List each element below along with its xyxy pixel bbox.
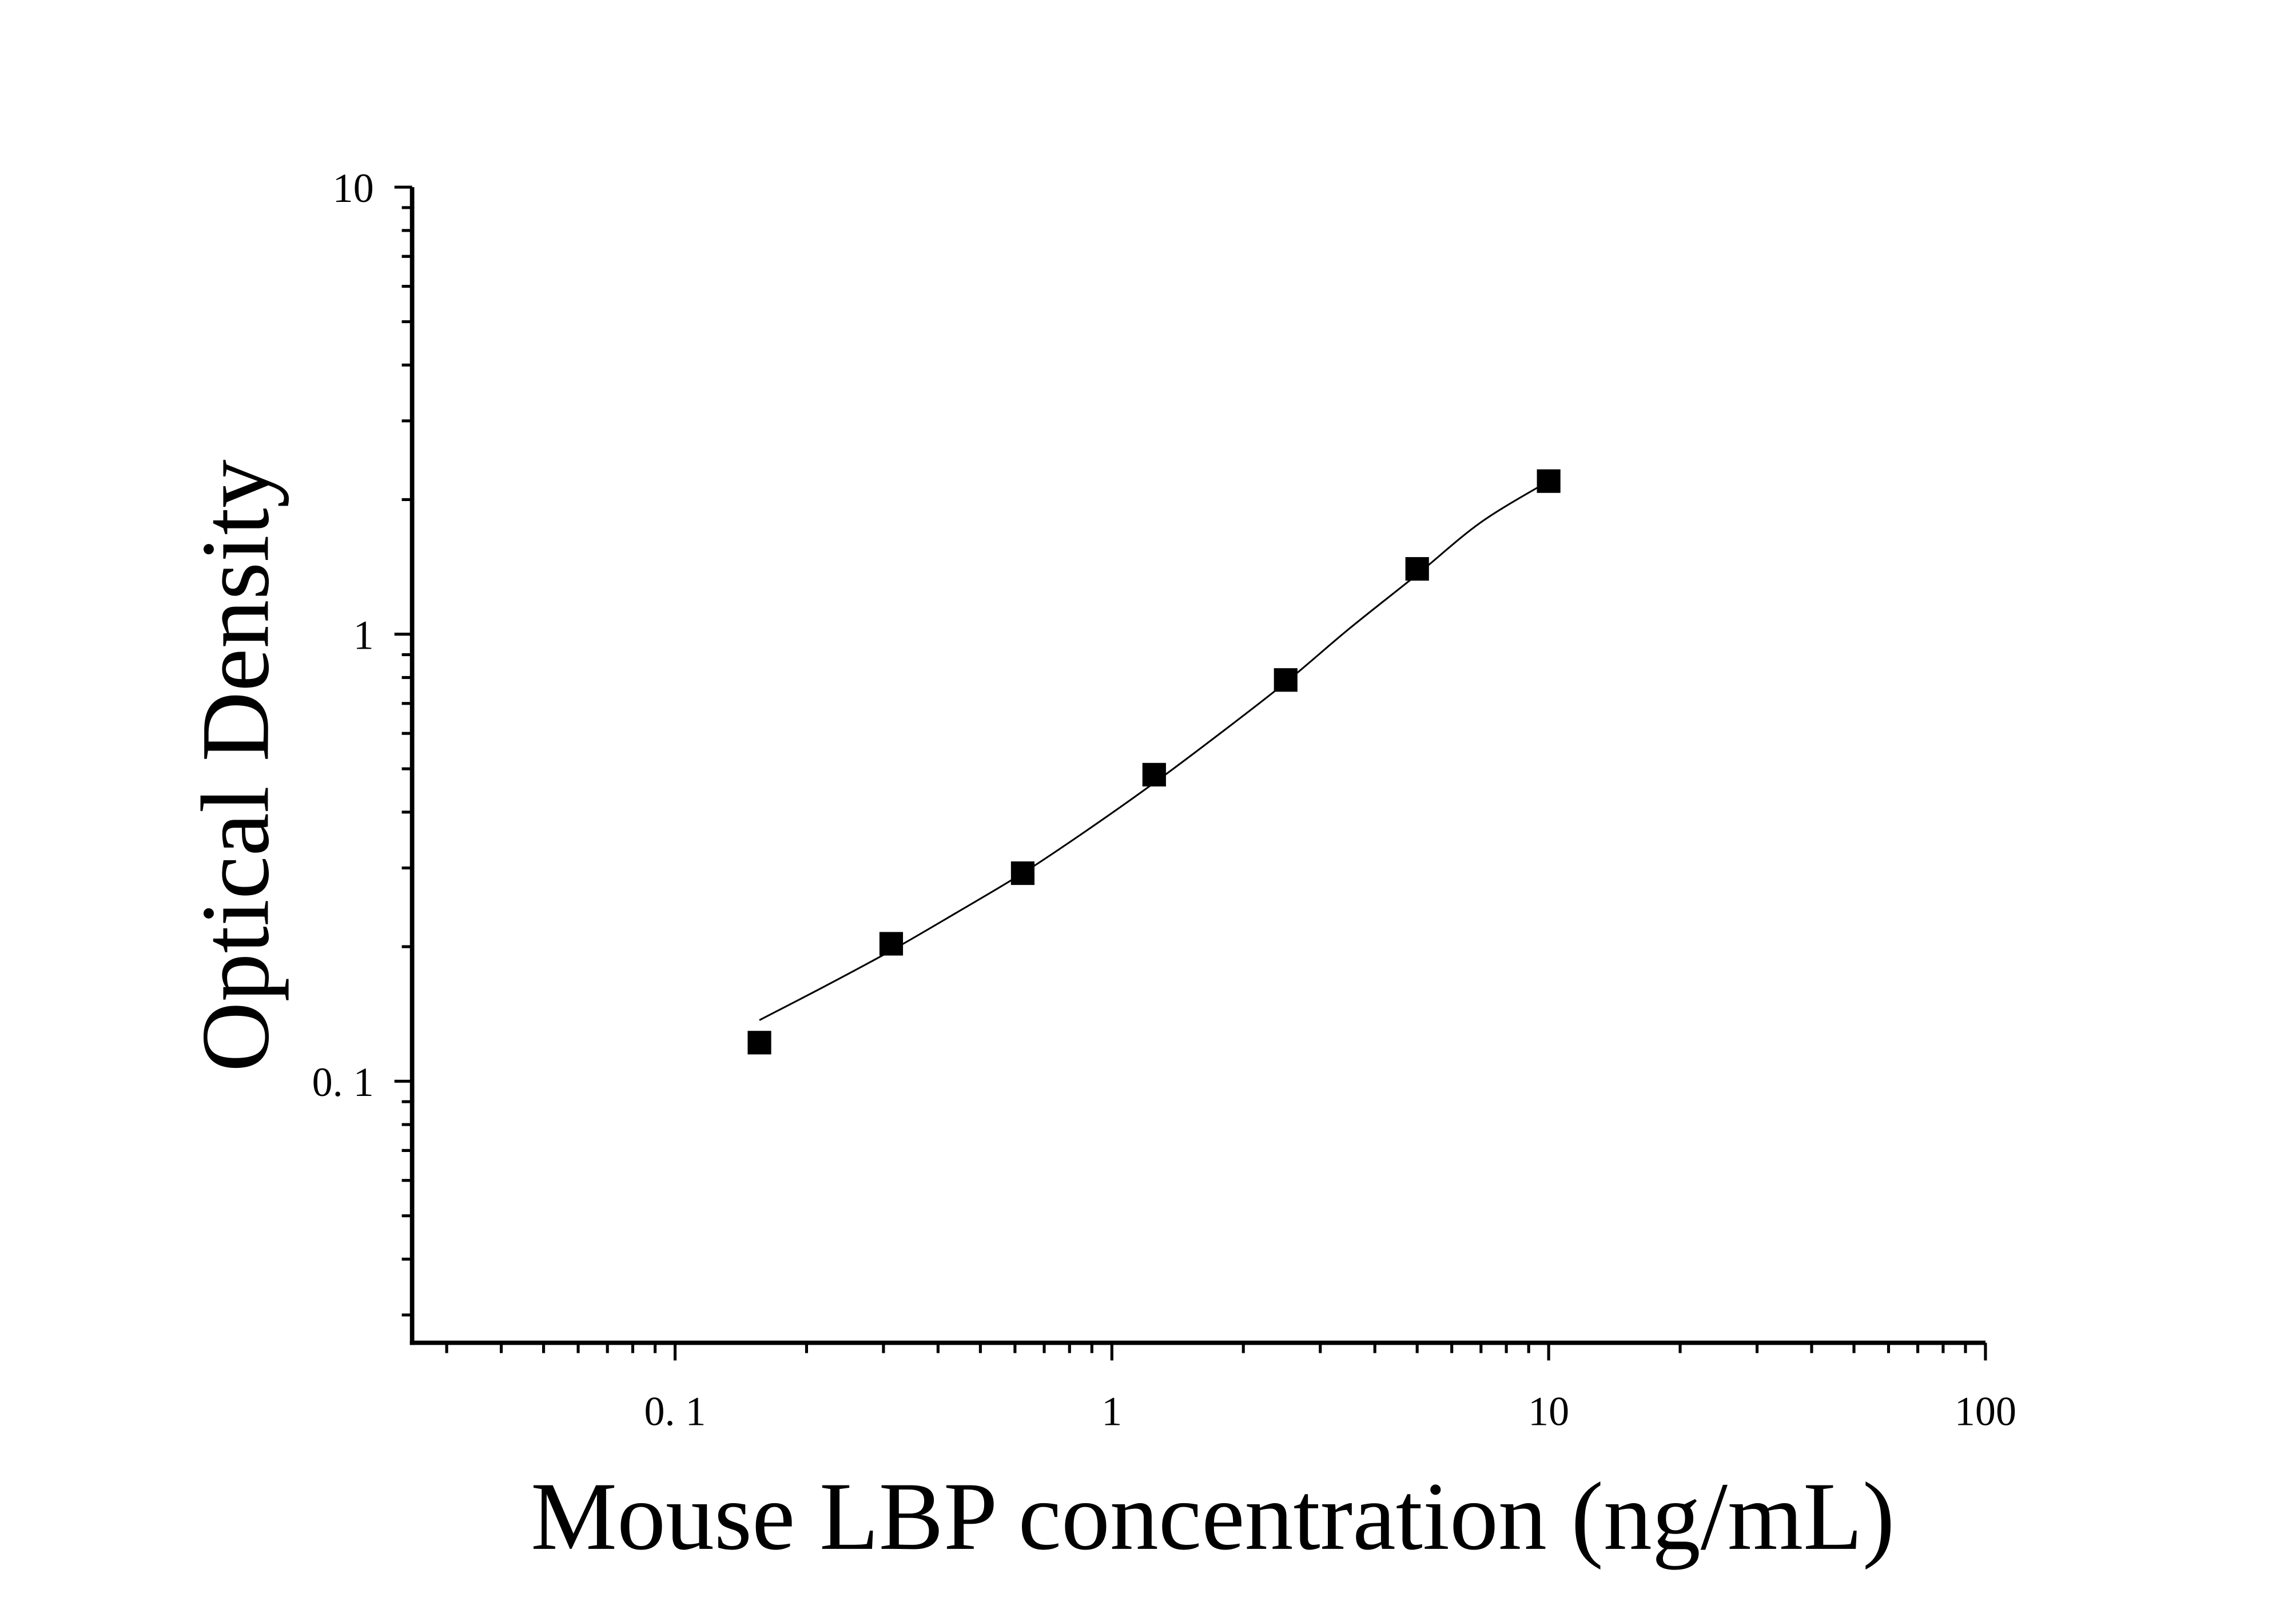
data-point [1142,762,1166,786]
data-point [1274,668,1298,692]
marks [747,469,1561,1055]
data-point [747,1031,771,1055]
fit-curve [759,480,1549,1021]
data-point [1010,861,1034,885]
x-tick-label: 100 [1955,1389,2016,1435]
x-tick-label: 0. 1 [644,1389,706,1435]
axes: 0. 1 1 10 100 0. 1 1 10 [312,165,2016,1435]
y-tick-label: 1 [353,612,374,658]
data-point [1405,557,1429,581]
x-axis-label: Mouse LBP concentration (ng/mL) [531,1463,1895,1570]
data-point [1537,469,1561,493]
x-tick-label: 10 [1528,1389,1569,1435]
data-point [879,932,904,956]
x-tick-label: 1 [1101,1389,1122,1435]
y-tick-label: 10 [333,165,374,211]
y-tick-label: 0. 1 [312,1059,374,1105]
y-axis-label: Optical Density [181,459,289,1072]
